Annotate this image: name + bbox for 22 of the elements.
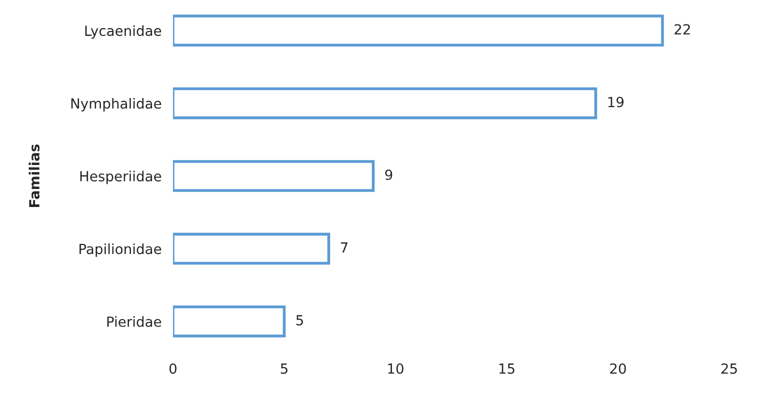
bar xyxy=(172,160,375,192)
y-tick-label: Nymphalidae xyxy=(71,98,162,112)
bar xyxy=(172,87,598,120)
bar xyxy=(172,232,330,265)
data-label: 22 xyxy=(674,24,690,34)
y-tick-label: Pieridae xyxy=(107,316,162,327)
y-tick-label: Lycaenidae xyxy=(85,25,162,39)
y-tick-label: Papilionidae xyxy=(80,243,162,257)
bar xyxy=(172,306,286,338)
y-axis-title: Familias xyxy=(28,144,40,207)
x-tick-label: 20 xyxy=(610,363,626,374)
data-label: 5 xyxy=(296,315,303,326)
x-tick-label: 0 xyxy=(169,363,176,374)
x-tick-label: 15 xyxy=(499,364,514,374)
x-tick-label: 5 xyxy=(280,364,288,374)
x-tick-label: 10 xyxy=(388,363,404,374)
data-label: 9 xyxy=(385,170,392,180)
bar xyxy=(172,14,664,46)
x-tick-label: 25 xyxy=(721,363,737,374)
data-label: 19 xyxy=(608,96,624,108)
data-label: 7 xyxy=(340,242,348,253)
y-tick-label: Hesperiidae xyxy=(80,170,162,184)
